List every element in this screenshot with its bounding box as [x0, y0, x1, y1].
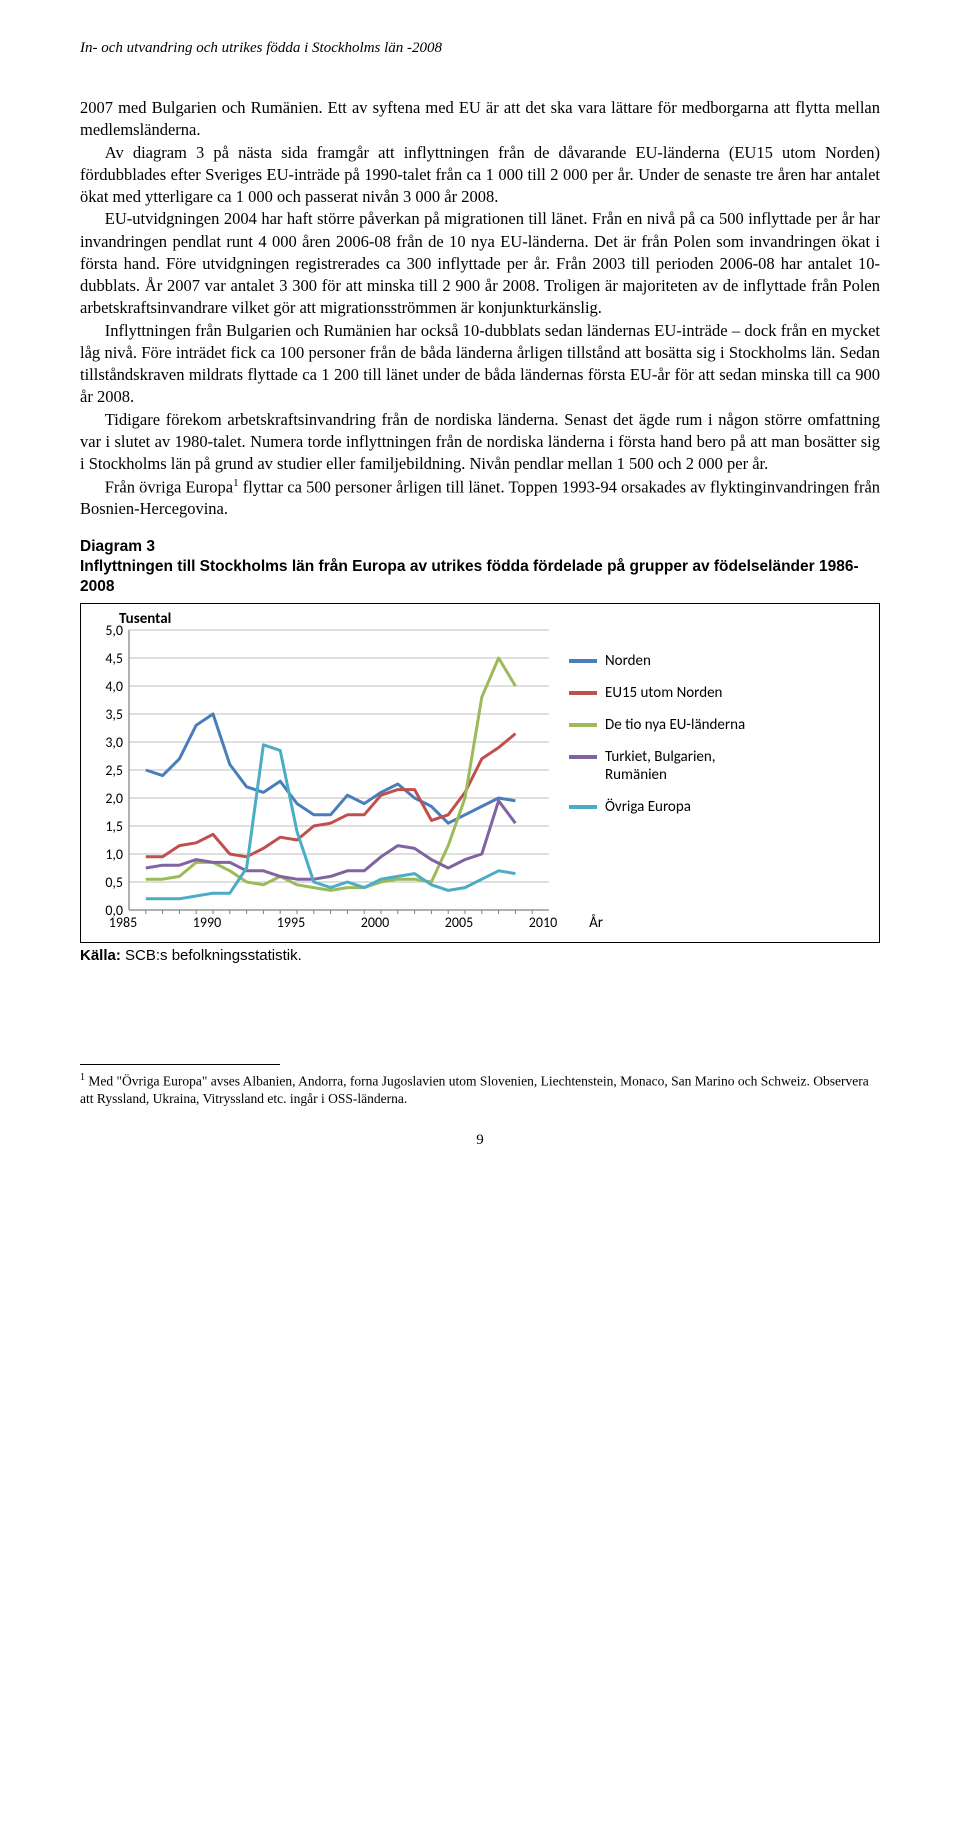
paragraph: Inflyttningen från Bulgarien och Rumänie… — [80, 320, 880, 409]
source-label: Källa: — [80, 947, 121, 964]
legend-label: Norden — [605, 652, 651, 670]
legend-label: EU15 utom Norden — [605, 684, 722, 702]
text-span: Från övriga Europa — [105, 477, 233, 496]
legend-label: Turkiet, Bulgarien, Rumänien — [605, 748, 755, 784]
footnote-separator — [80, 1064, 280, 1065]
paragraph: EU-utvidgningen 2004 har haft större påv… — [80, 208, 880, 319]
x-tick-label: 1985 — [109, 914, 137, 931]
footnote-text: Med "Övriga Europa" avses Albanien, Ando… — [80, 1073, 869, 1106]
y-tick-label: 1,5 — [97, 818, 123, 835]
series-norden — [146, 714, 516, 823]
series-de-tio-nya-eu-l-nderna — [146, 658, 516, 890]
y-tick-label: 4,0 — [97, 678, 123, 695]
legend-swatch — [569, 691, 597, 695]
legend-swatch — [569, 755, 597, 759]
text-span: Tidigare förekom arbetskraftsinvandring … — [105, 410, 564, 429]
x-tick-label: 1990 — [193, 914, 221, 931]
x-axis-label: År — [589, 914, 603, 932]
y-tick-label: 3,0 — [97, 734, 123, 751]
running-header: In- och utvandring och utrikes födda i S… — [80, 40, 880, 57]
legend-swatch — [569, 723, 597, 727]
legend-item: Övriga Europa — [569, 798, 755, 816]
line-chart — [129, 630, 549, 910]
x-tick-label: 1995 — [277, 914, 305, 931]
y-tick-label: 0,5 — [97, 874, 123, 891]
y-axis-label: Tusental — [119, 610, 171, 628]
paragraph: 2007 med Bulgarien och Rumänien. Ett av … — [80, 97, 880, 142]
y-tick-label: 4,5 — [97, 650, 123, 667]
x-tick-label: 2005 — [445, 914, 473, 931]
footnote-marker: 1 — [80, 1072, 85, 1083]
page-number: 9 — [80, 1132, 880, 1149]
legend-item: De tio nya EU-länderna — [569, 716, 755, 734]
document-page: In- och utvandring och utrikes födda i S… — [0, 0, 960, 1179]
legend-item: Turkiet, Bulgarien, Rumänien — [569, 748, 755, 784]
legend-item: Norden — [569, 652, 755, 670]
y-tick-label: 1,0 — [97, 846, 123, 863]
x-tick-label: 2000 — [361, 914, 389, 931]
chart-source: Källa: SCB:s befolkningsstatistik. — [80, 947, 880, 964]
paragraph: Av diagram 3 på nästa sida framgår att i… — [80, 142, 880, 209]
chart-legend: Norden EU15 utom Norden De tio nya EU-länd… — [569, 652, 755, 934]
y-tick-label: 3,5 — [97, 706, 123, 723]
legend-swatch — [569, 805, 597, 809]
source-text: SCB:s befolkningsstatistik. — [121, 947, 302, 964]
x-tick-label: 2010 — [529, 914, 557, 931]
legend-label: De tio nya EU-länderna — [605, 716, 745, 734]
chart-container: Tusental 5,04,54,03,53,02,52,01,51,00,50… — [80, 603, 880, 943]
paragraph: Från övriga Europa1 flyttar ca 500 perso… — [80, 476, 880, 521]
legend-item: EU15 utom Norden — [569, 684, 755, 702]
chart-title-num: Diagram 3 — [80, 538, 155, 555]
legend-swatch — [569, 659, 597, 663]
chart-plot-area: Tusental 5,04,54,03,53,02,52,01,51,00,50… — [91, 612, 549, 934]
y-tick-label: 2,5 — [97, 762, 123, 779]
footnote: 1 Med "Övriga Europa" avses Albanien, An… — [80, 1071, 880, 1108]
legend-label: Övriga Europa — [605, 798, 691, 816]
body-text: 2007 med Bulgarien och Rumänien. Ett av … — [80, 97, 880, 521]
y-tick-label: 5,0 — [97, 622, 123, 639]
chart-title: Diagram 3 Inflyttningen till Stockholms … — [80, 537, 880, 597]
series-eu15-utom-norden — [146, 734, 516, 857]
paragraph: Tidigare förekom arbetskraftsinvandring … — [80, 409, 880, 476]
y-tick-label: 2,0 — [97, 790, 123, 807]
x-axis-ticks: År 198519901995200020052010 — [123, 914, 543, 934]
chart-title-text: Inflyttningen till Stockholms län från E… — [80, 558, 859, 595]
text-span: flyttar ca 500 personer årligen till län… — [239, 477, 509, 496]
